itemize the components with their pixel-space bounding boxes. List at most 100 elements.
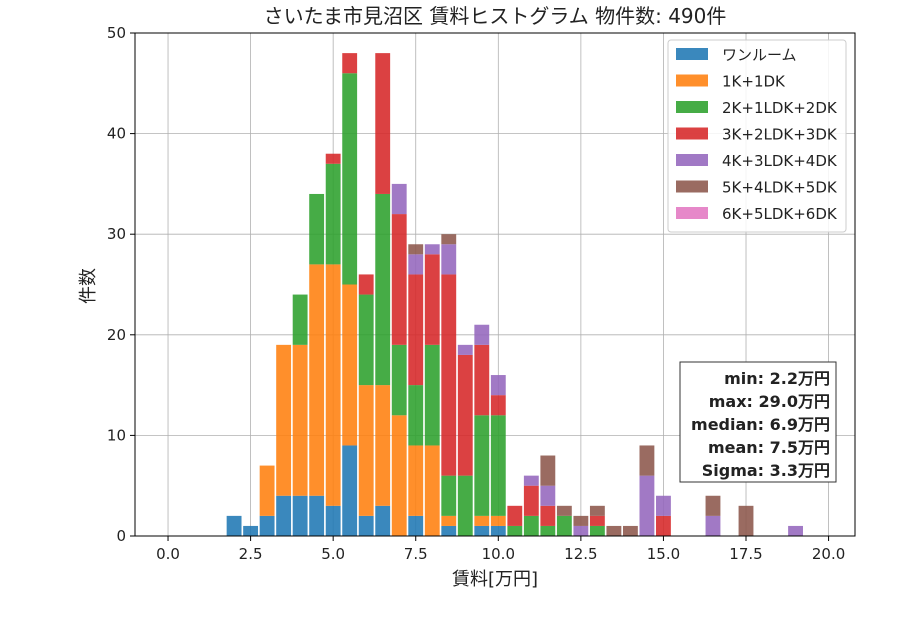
histogram-bar xyxy=(474,515,490,526)
histogram-bar xyxy=(474,344,490,416)
histogram-bar xyxy=(457,354,473,476)
y-tick-label: 30 xyxy=(107,225,126,243)
histogram-bar xyxy=(589,525,605,536)
legend-label: 5K+4LDK+5DK xyxy=(722,179,838,197)
stats-line: median: 6.9万円 xyxy=(691,415,830,434)
legend-label: ワンルーム xyxy=(722,46,797,64)
histogram-bar xyxy=(490,525,506,536)
histogram-bar xyxy=(342,445,358,536)
histogram-bar xyxy=(408,445,424,516)
x-tick-label: 7.5 xyxy=(404,545,428,563)
histogram-bar xyxy=(276,495,292,536)
histogram-bar xyxy=(705,495,721,516)
stats-frame xyxy=(679,361,837,483)
histogram-bar xyxy=(738,505,754,536)
legend-swatch xyxy=(676,101,708,113)
histogram-bar xyxy=(556,505,572,516)
x-tick-label: 10.0 xyxy=(482,545,515,563)
histogram-bar xyxy=(540,485,556,506)
histogram-bar xyxy=(705,515,721,536)
y-tick-label: 40 xyxy=(107,125,126,143)
histogram-bar xyxy=(375,385,391,506)
histogram-bar xyxy=(408,515,424,536)
histogram-bar xyxy=(342,284,358,446)
histogram-bar xyxy=(259,465,275,516)
histogram-bar xyxy=(573,515,589,526)
histogram-bar xyxy=(589,515,605,526)
legend-swatch xyxy=(676,180,708,193)
histogram-bar xyxy=(490,515,506,526)
x-axis-label: 賃料[万円] xyxy=(452,569,538,590)
y-axis-label: 件数 xyxy=(78,268,99,304)
histogram-bar xyxy=(474,324,490,345)
histogram-bar xyxy=(589,505,605,516)
y-tick-label: 10 xyxy=(107,426,126,444)
histogram-bar xyxy=(325,505,341,536)
histogram-bar xyxy=(441,515,457,526)
histogram-bar xyxy=(243,525,259,536)
histogram-bar xyxy=(408,244,424,255)
legend-swatch xyxy=(676,48,708,60)
histogram-bar xyxy=(441,274,457,476)
axes: 0.0 2.5 5.0 7.5 10.0 12.5 15.0 17.5 20.0 0 10 20 30 4… xyxy=(107,24,856,563)
histogram-bar xyxy=(457,475,473,536)
histogram-bar xyxy=(226,515,242,536)
histogram-bar xyxy=(523,475,539,486)
histogram-bar xyxy=(656,515,671,536)
histogram-bar xyxy=(325,264,341,506)
histogram-bar xyxy=(523,485,539,516)
histogram-bar xyxy=(342,73,358,285)
x-tick-label: 12.5 xyxy=(564,545,597,563)
histogram-bar xyxy=(292,495,308,536)
histogram-bar xyxy=(474,415,490,516)
stats-line: mean: 7.5万円 xyxy=(708,438,830,457)
legend-label: 3K+2LDK+3DK xyxy=(722,126,838,144)
stats-line: Sigma: 3.3万円 xyxy=(702,461,830,480)
legend-swatch xyxy=(676,154,708,166)
histogram-bar xyxy=(325,163,341,265)
histogram-bar xyxy=(424,445,440,536)
histogram-bar xyxy=(408,274,424,386)
legend-swatch xyxy=(676,207,708,219)
histogram-bar xyxy=(375,505,391,536)
histogram-bar xyxy=(507,525,523,536)
histogram-bar xyxy=(424,244,440,255)
legend-swatch xyxy=(676,74,708,87)
x-tick-label: 2.5 xyxy=(239,545,263,563)
histogram-bar xyxy=(639,475,655,536)
histogram-bar xyxy=(259,515,275,536)
histogram-bar xyxy=(358,294,374,386)
histogram-bar xyxy=(325,153,341,164)
legend-swatch xyxy=(676,127,708,140)
stats-line: min: 2.2万円 xyxy=(724,369,830,388)
y-tick-label: 0 xyxy=(116,527,126,545)
x-tick-label: 20.0 xyxy=(812,545,845,563)
histogram-bar xyxy=(523,515,539,536)
histogram-bar xyxy=(292,294,308,345)
histogram-bar xyxy=(391,415,407,536)
histogram-bar xyxy=(358,385,374,516)
histogram-bars xyxy=(226,53,803,536)
histogram-bar xyxy=(358,274,374,295)
x-tick-label: 5.0 xyxy=(321,545,345,563)
histogram-bar xyxy=(408,385,424,446)
histogram-bar xyxy=(622,525,638,536)
x-tick-label: 0.0 xyxy=(156,545,180,563)
histogram-bar xyxy=(606,525,622,536)
histogram-bar xyxy=(391,183,407,215)
histogram-bar xyxy=(490,375,506,396)
legend-label: 2K+1LDK+2DK xyxy=(722,99,838,117)
histogram-bar xyxy=(424,344,440,446)
histogram-bar xyxy=(276,344,292,496)
stats-box: min: 2.2万円 max: 29.0万円 median: 6.9万円 mean: … xyxy=(679,361,837,483)
chart-title: さいたま市見沼区 賃料ヒストグラム 物件数: 490件 xyxy=(264,4,727,28)
histogram-bar xyxy=(358,515,374,536)
histogram-bar xyxy=(309,193,325,265)
plot-frame xyxy=(134,32,856,537)
x-tick-label: 17.5 xyxy=(729,545,762,563)
histogram-bar xyxy=(540,505,556,526)
legend: ワンルーム 1K+1DK 2K+1LDK+2DK 3K+2LDK+3DK 4K+3LDK… xyxy=(667,39,847,233)
histogram-bar xyxy=(309,264,325,496)
